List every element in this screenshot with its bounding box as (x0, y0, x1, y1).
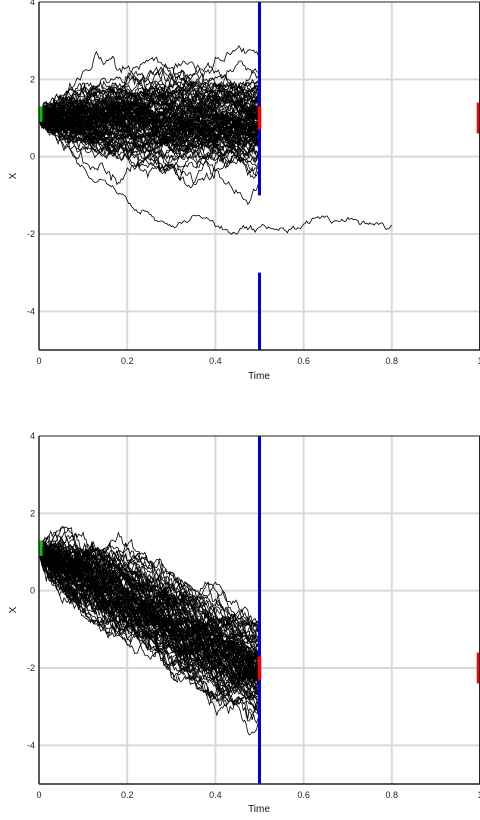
sample-path (38, 526, 260, 681)
x-tick-label: 0.6 (297, 356, 310, 366)
sample-path (38, 533, 260, 675)
x-tick-label: 0.8 (386, 356, 399, 366)
sample-path (38, 532, 260, 680)
y-tick-label: -4 (27, 740, 35, 750)
grid-lines (39, 2, 480, 350)
sample-path (38, 551, 260, 656)
markers (38, 436, 480, 784)
sample-path (38, 546, 260, 627)
sample-path (38, 536, 260, 660)
x-tick-label: 0.2 (121, 356, 134, 366)
sample-path (38, 550, 260, 674)
sample-path (38, 542, 260, 678)
y-tick-label: 0 (30, 586, 35, 596)
sample-path (38, 117, 260, 157)
chart-bottom: 0 0.2 0.4 0.6 0.8 1 -4 -2 0 2 4 Time X (8, 431, 480, 815)
y-tick-label: 4 (30, 0, 35, 7)
y-tick-label: -2 (27, 663, 35, 673)
y-axis-label: X (8, 606, 19, 613)
sample-path (38, 98, 260, 130)
sample-paths (38, 44, 393, 235)
chart-top: 0 0.2 0.4 0.6 0.8 1 -4 -2 0 2 4 Time X (8, 0, 480, 382)
sample-path (38, 89, 260, 145)
sample-path (38, 100, 260, 158)
x-tick-label: 1 (477, 356, 480, 366)
x-tick-label: 0.4 (209, 790, 222, 800)
sample-path (38, 551, 260, 642)
sample-path (38, 111, 260, 175)
sample-path (38, 545, 260, 681)
sample-path (38, 97, 260, 134)
sample-path (38, 63, 260, 142)
x-axis-label: Time (248, 804, 270, 815)
tick-labels: 0 0.2 0.4 0.6 0.8 1 -4 -2 0 2 4 (27, 0, 480, 366)
y-tick-label: 2 (30, 508, 35, 518)
sample-path (38, 551, 260, 684)
y-tick-label: 4 (30, 431, 35, 441)
sample-path (38, 551, 260, 709)
x-tick-label: 0.6 (297, 790, 310, 800)
sample-path (38, 86, 260, 132)
x-axis-label: Time (248, 371, 270, 382)
x-tick-label: 1 (477, 790, 480, 800)
x-tick-label: 0 (36, 790, 41, 800)
sample-path (38, 117, 393, 235)
sample-path (38, 525, 260, 627)
markers (38, 2, 480, 350)
sample-path (38, 102, 260, 144)
sample-path (38, 117, 260, 164)
sample-path (38, 74, 260, 128)
y-tick-label: -4 (27, 306, 35, 316)
y-tick-label: -2 (27, 229, 35, 239)
sample-path (38, 108, 260, 155)
sample-paths (38, 525, 260, 736)
sample-path (38, 110, 260, 177)
sample-path (38, 551, 260, 678)
sample-path (38, 79, 260, 120)
sample-path (38, 550, 260, 677)
x-tick-label: 0.8 (386, 790, 399, 800)
y-tick-label: 0 (30, 152, 35, 162)
x-tick-label: 0 (36, 356, 41, 366)
x-tick-label: 0.4 (209, 356, 222, 366)
sample-path (38, 60, 260, 120)
y-axis-label: X (8, 172, 19, 179)
sample-path (38, 117, 260, 189)
tick-labels: 0 0.2 0.4 0.6 0.8 1 -4 -2 0 2 4 (27, 431, 480, 800)
sample-path (38, 547, 260, 694)
sample-path (38, 82, 260, 126)
sample-path (38, 50, 260, 120)
x-tick-label: 0.2 (121, 790, 134, 800)
y-tick-label: 2 (30, 74, 35, 84)
sample-path (38, 97, 260, 153)
